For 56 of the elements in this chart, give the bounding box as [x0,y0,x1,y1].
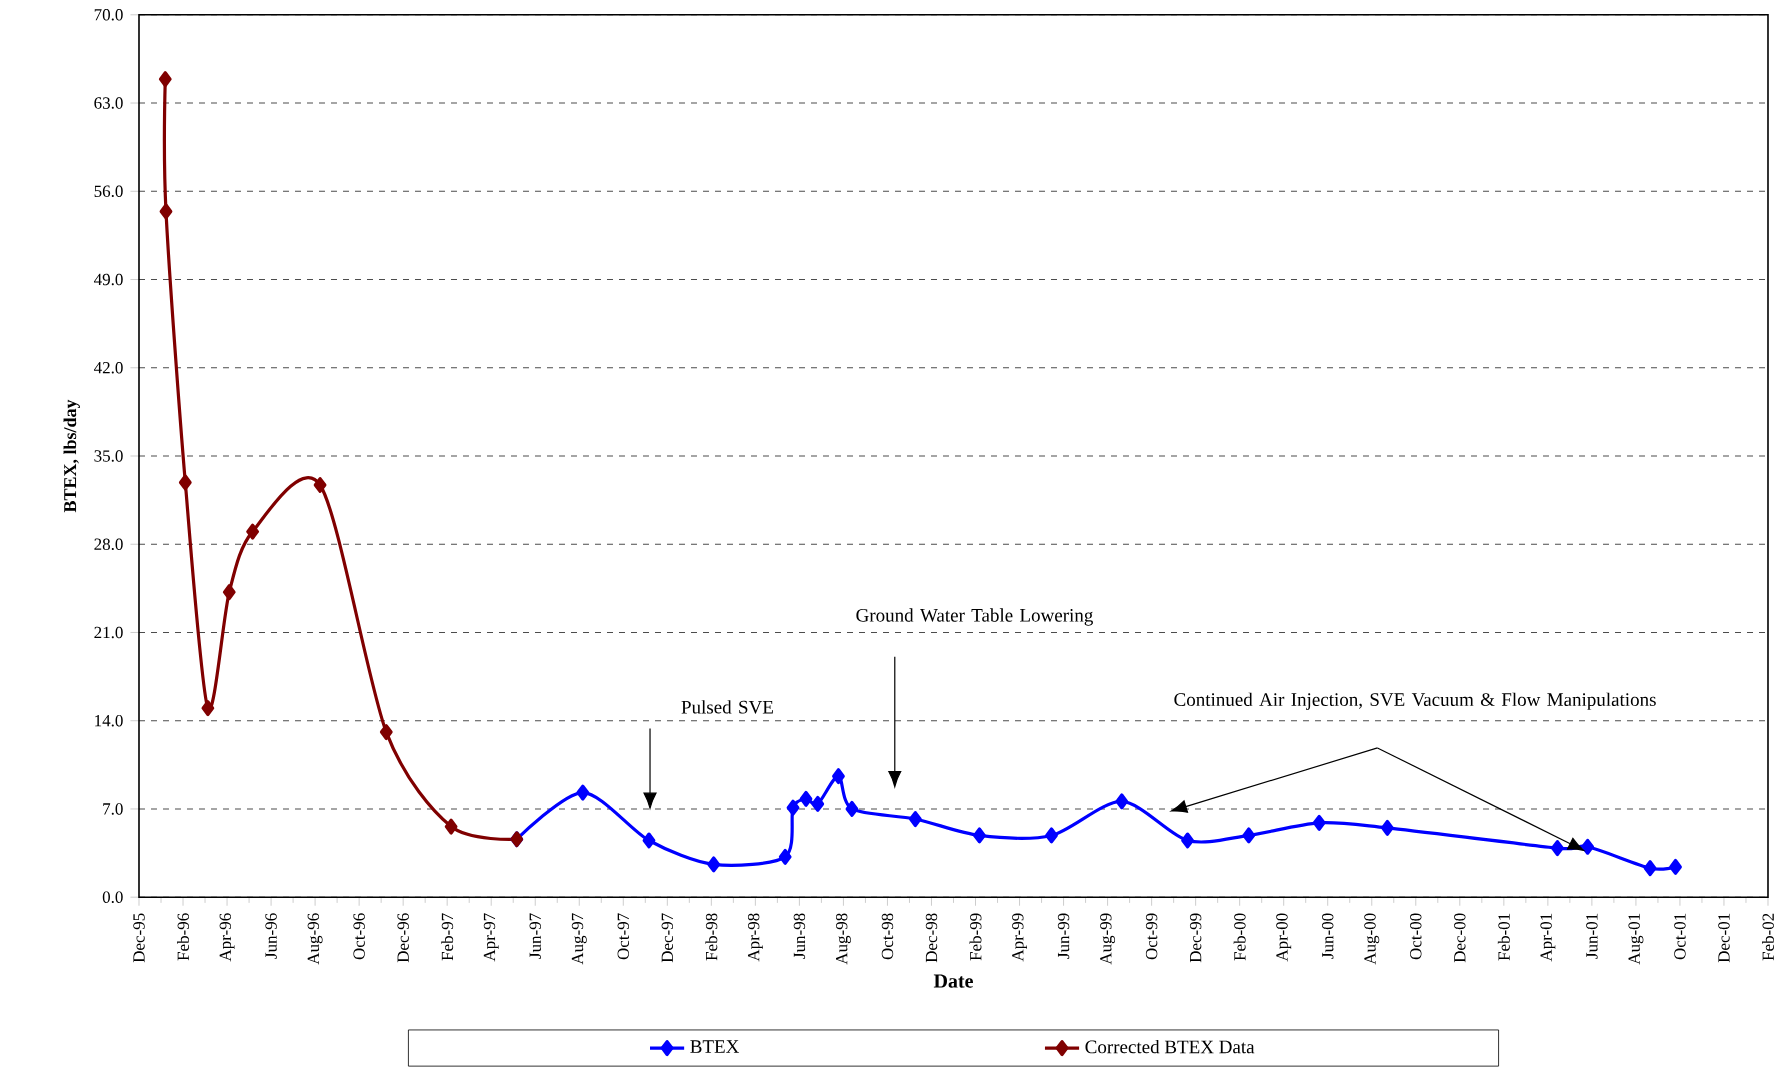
x-tick-label: Feb-01 [1497,913,1510,961]
y-axis-title: BTEX, lbs/day [63,399,80,513]
y-tick-label: 70.0 [94,9,123,21]
x-tick-label: Dec-98 [925,913,938,963]
x-tick-label: Apr-97 [483,913,499,962]
x-tick-label: Dec-96 [397,913,409,963]
x-tick-label: Feb-02 [1762,913,1774,961]
x-tick-label: Jun-99 [1057,913,1070,959]
x-tick-label: Aug-00 [1364,913,1380,965]
x-tick-label: Oct-97 [617,913,629,960]
x-tick-label: Oct-98 [881,913,894,960]
x-tick-label: Apr-00 [1276,913,1292,962]
y-tick-label: 14.0 [95,714,123,727]
y-tick-label: 7.0 [103,803,123,815]
x-tick-label: Oct-01 [1674,913,1686,960]
x-tick-label: Aug-01 [1628,913,1644,965]
x-tick-label: Apr-96 [219,913,235,962]
x-tick-label: Apr-99 [1012,913,1027,962]
x-tick-label: Aug-99 [1100,913,1116,965]
x-tick-label: Aug-97 [571,913,587,965]
y-tick-label: 63.0 [94,97,123,109]
x-tick-label: Oct-00 [1410,913,1422,960]
x-tick-label: Apr-01 [1540,913,1556,962]
x-tick-label: Jun-98 [793,913,806,959]
y-tick-label: 56.0 [94,185,123,198]
x-tick-label: Jun-97 [529,913,541,959]
x-tick-label: Oct-99 [1145,913,1158,960]
legend-label: BTEX [690,1040,740,1053]
x-tick-label: Oct-96 [353,913,365,960]
x-tick-label: Jun-01 [1586,913,1598,959]
x-tick-label: Dec-97 [661,913,674,963]
y-tick-label: 21.0 [94,626,123,639]
y-tick-label: 28.0 [94,538,123,551]
x-tick-label: Jun-00 [1322,913,1334,959]
x-axis-title: Date [933,974,973,988]
y-tick-label: 42.0 [93,362,123,374]
x-tick-label: Apr-98 [747,913,763,962]
x-tick-label: Dec-00 [1454,913,1466,963]
x-tick-label: Feb-99 [969,913,982,961]
y-tick-label: 0.0 [102,891,123,903]
annotation: Continued Air Injection, SVE Vacuum & Flow Manipulations [1174,692,1656,710]
x-tick-label: Feb-00 [1233,913,1246,961]
annotation: Pulsed SVE [681,700,773,714]
y-tick-label: 49.0 [93,273,123,286]
x-tick-label: Jun-96 [265,913,277,959]
annotation: Ground Water Table Lowering [856,608,1093,626]
x-tick-label: Aug-96 [307,913,323,965]
x-tick-label: Feb-97 [441,913,454,961]
x-tick-label: Dec-01 [1718,913,1730,963]
x-tick-label: Aug-98 [835,913,851,965]
x-tick-label: Feb-96 [177,913,189,961]
x-tick-label: Feb-98 [705,913,718,961]
y-tick-label: 35.0 [94,450,123,462]
x-tick-label: Dec-95 [133,913,145,963]
x-tick-label: Dec-99 [1189,913,1202,963]
legend-label: Corrected BTEX Data [1085,1039,1255,1054]
